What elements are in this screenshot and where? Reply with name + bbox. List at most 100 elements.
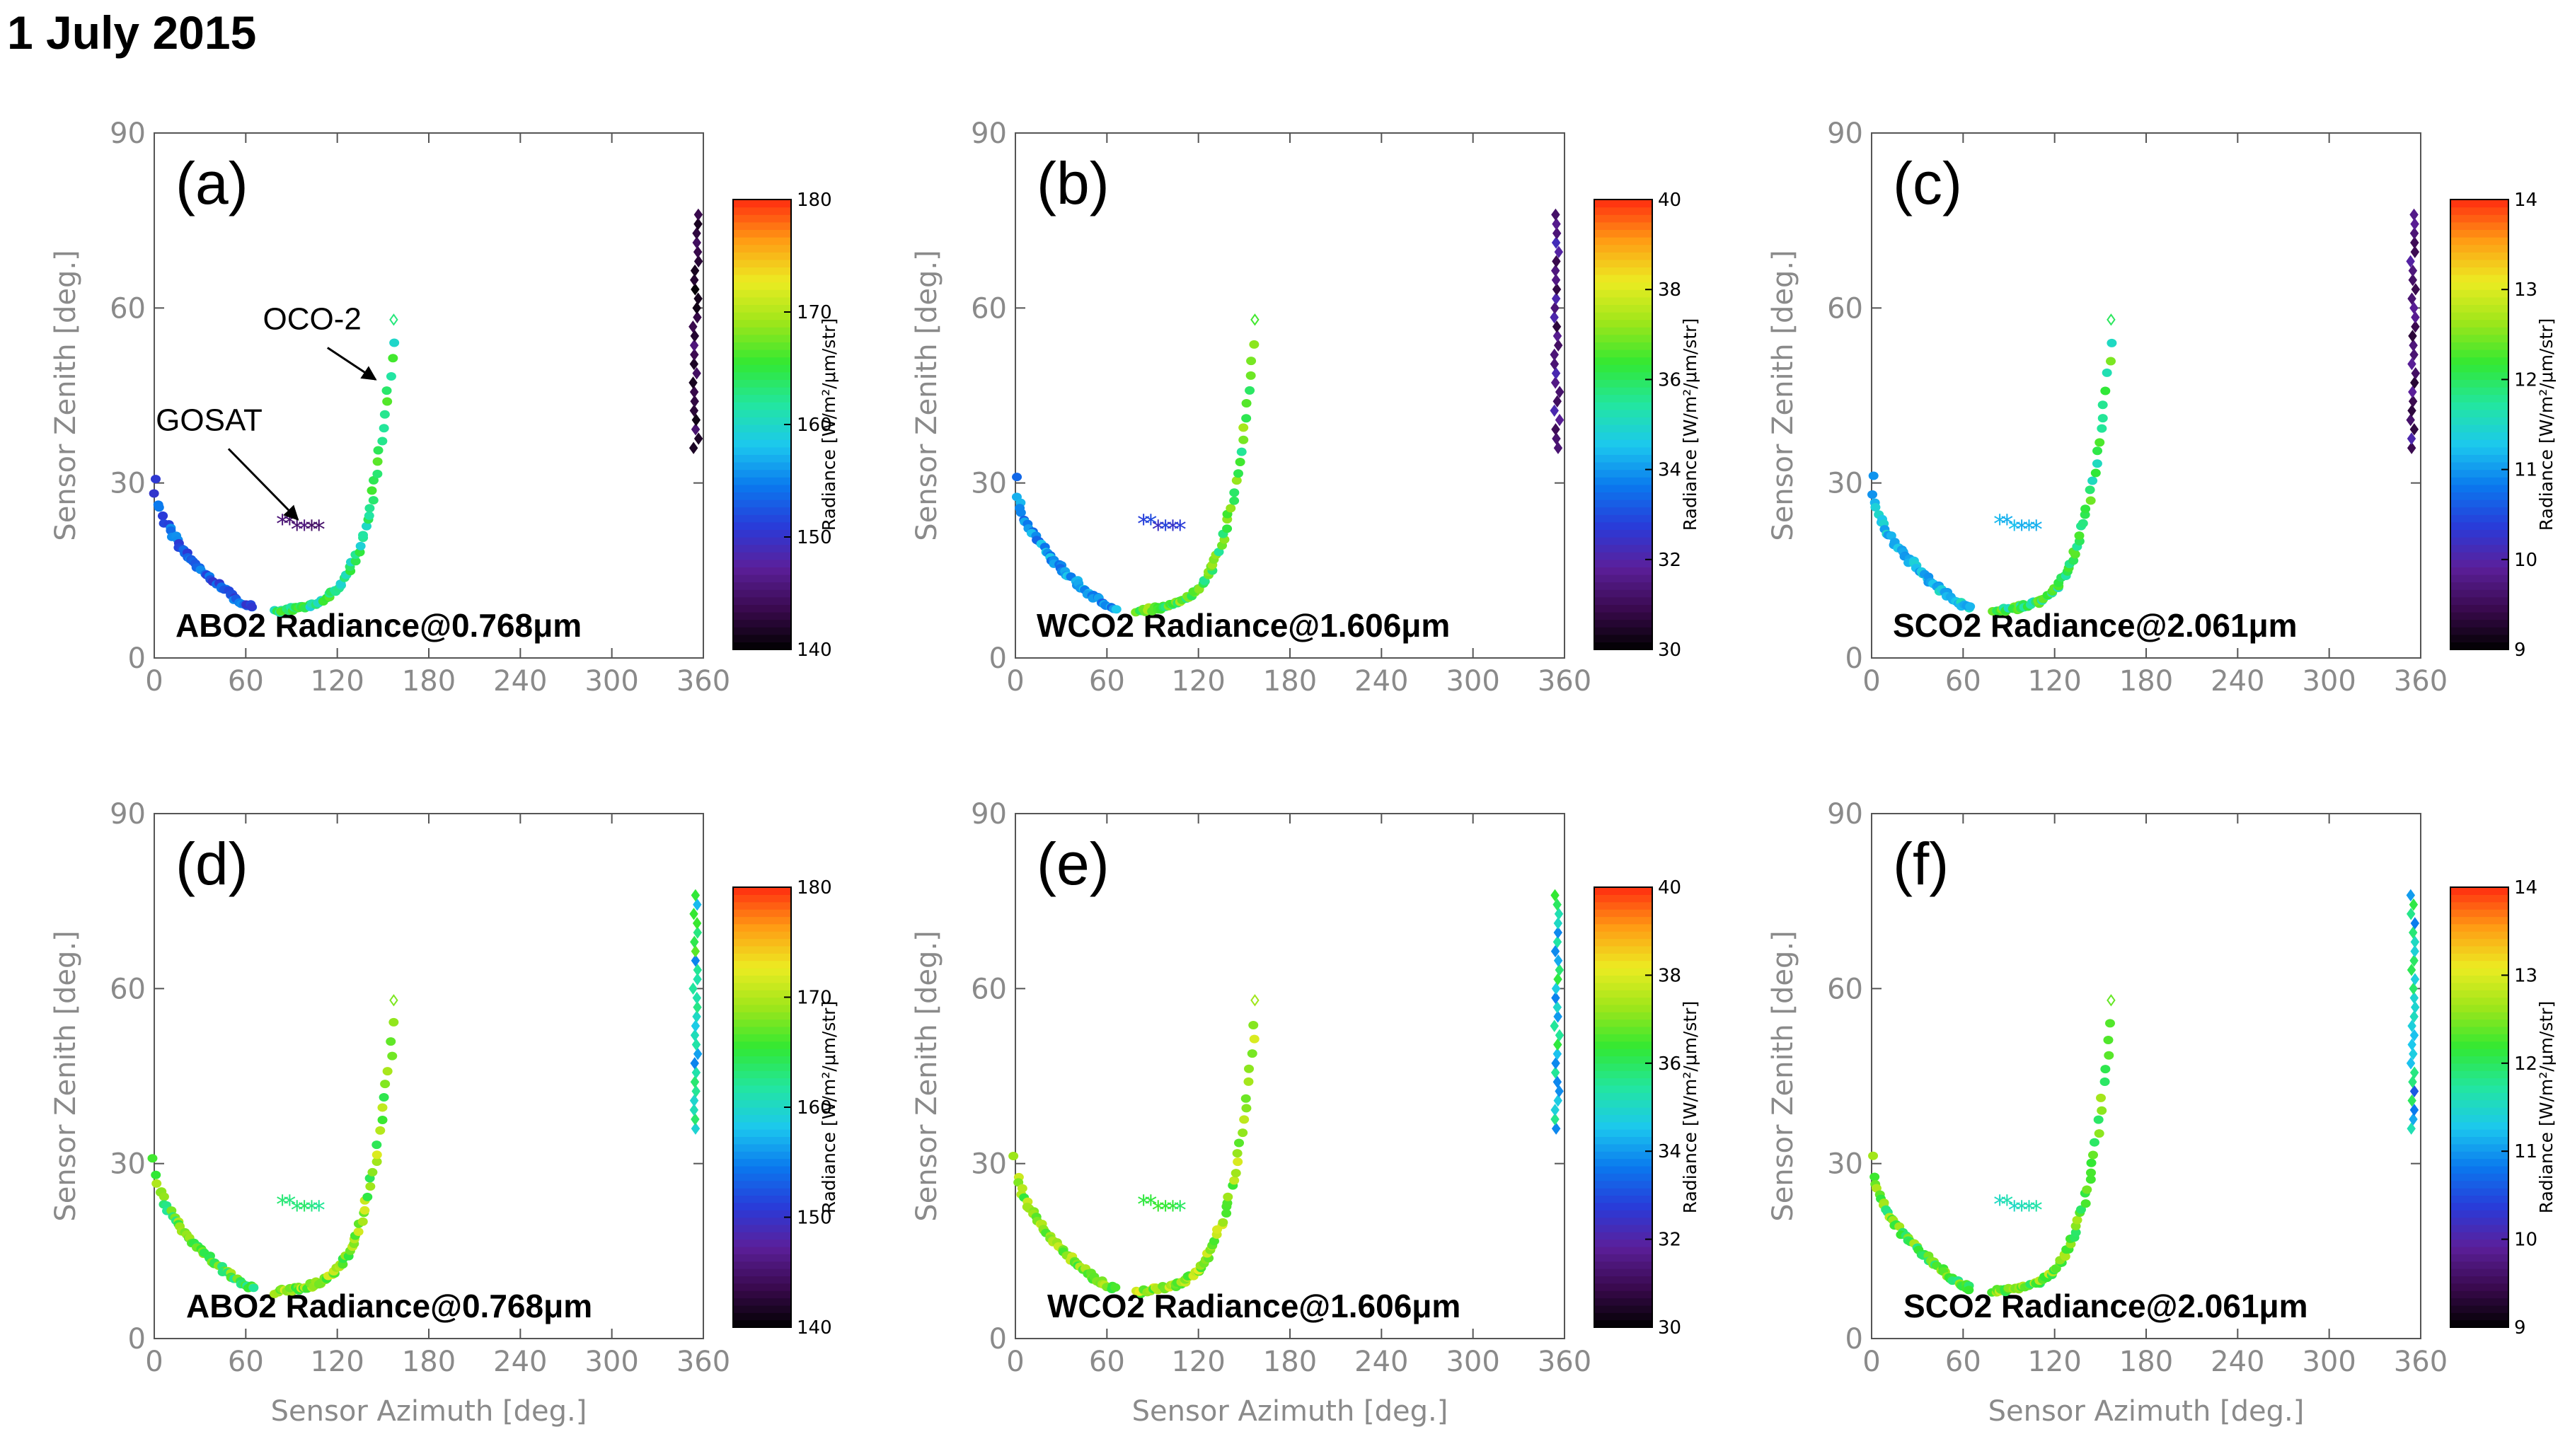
colorbar-band [2450,1114,2508,1123]
colorbar-band [1594,417,1652,425]
colorbar-band [1594,1129,1652,1138]
y-tick-label: 30 [110,468,146,500]
colorbar-band [1594,1107,1652,1115]
colorbar-tick-label: 180 [797,190,832,211]
colorbar-band [1594,1070,1652,1079]
colorbar-band [1594,1048,1652,1057]
colorbar-band [1594,1312,1652,1321]
oco2-point [2409,1066,2419,1079]
oco2-point [2409,1010,2419,1023]
colorbar-band [733,975,791,983]
colorbar-band [2450,589,2508,598]
oco2-point [2410,236,2419,249]
oco2-point [2099,1077,2110,1087]
oco2-point [2411,283,2421,296]
oco2-point [1553,917,1563,930]
colorbar-band [733,1239,791,1247]
colorbar-band [2450,402,2508,410]
oco2-point [692,227,701,240]
colorbar-band [1594,574,1652,583]
oco2-point [691,283,700,296]
oco2-point [2408,330,2417,342]
colorbar-frame [2450,199,2509,650]
oco2-point [1869,1172,1880,1181]
oco2-point [2411,320,2420,333]
colorbar-tick-label: 140 [797,1317,832,1339]
oco2-point [1550,301,1560,315]
colorbar-band [2450,1070,2508,1079]
colorbar-band [2450,552,2508,560]
colorbar-band [2450,1004,2508,1012]
oco2-point [689,386,699,398]
colorbar-band [2450,424,2508,433]
colorbar-band [1594,244,1652,253]
colorbar-band [1594,982,1652,990]
oco2-point [151,1179,162,1188]
oco2-point [2408,264,2418,277]
oco2-point [1238,423,1249,432]
oco2-point [379,410,390,419]
panel-c: 0 60 120 180 240 300 360 0 30 60 90 Sensor Zenith [… [1767,117,2557,717]
colorbar-band [1594,1056,1652,1064]
colorbar-band [733,207,791,215]
oco2-point [1223,1192,1233,1201]
oco2-point [2409,301,2419,315]
x-tick-label: 60 [228,1346,264,1378]
oco2-point [2410,973,2420,986]
gosat-point: * [1166,1196,1179,1225]
oco2-point [693,311,702,324]
colorbar-title: Radiance [W/m²/μm/str] [2536,1001,2557,1213]
oco2-point [1235,457,1245,466]
x-tick-label: 60 [1945,1346,1981,1378]
oco2-point [359,1206,370,1215]
colorbar-band [733,1217,791,1225]
oco2-point [2085,1175,2096,1184]
oco2-point [1550,1019,1559,1032]
colorbar-band [1594,901,1652,910]
oco2-point [2408,926,2418,939]
oco2-point [2409,1029,2419,1042]
colorbar-band [1594,521,1652,530]
colorbar-band [2450,1188,2508,1196]
gosat-point: * [313,516,325,545]
colorbar-band [1594,1188,1652,1196]
oco2-point [1241,1104,1252,1113]
oco2-point [1553,926,1563,939]
x-tick-label: 240 [1354,1346,1408,1378]
oco2-point [2409,208,2419,221]
oco2-point [379,1093,389,1102]
panel-letter: (a) [175,150,248,216]
oco2-point [2093,1115,2104,1124]
x-tick-label: 300 [2302,665,2356,698]
colorbar-band [1594,990,1652,998]
oco2-point [1248,1021,1259,1030]
colorbar-band [2450,312,2508,320]
panel-letter: (d) [175,831,248,897]
colorbar-band [2450,1151,2508,1160]
oco2-point [2094,438,2105,447]
gosat-point: * [291,1196,304,1225]
plot-frame [1871,813,2421,1339]
colorbar-band [733,521,791,530]
colorbar-band [2450,1210,2508,1218]
colorbar-band [2450,1305,2508,1313]
colorbar-band [2450,1158,2508,1167]
oco2-point [1553,973,1562,986]
oco2-point [690,1029,700,1042]
colorbar-band [1594,267,1652,275]
colorbar-band [2450,1136,2508,1145]
colorbar-band [2450,916,2508,925]
oco2-point [1229,496,1240,505]
colorbar-band [2450,627,2508,635]
colorbar-band [733,1077,791,1086]
gosat-point: * [1993,509,2006,538]
y-axis-title: Sensor Zenith [deg.] [50,930,82,1221]
oco2-point [1249,340,1260,349]
colorbar-band [733,1129,791,1138]
colorbar-band [2450,975,2508,983]
colorbar-band [2450,1195,2508,1203]
oco2-point [1246,357,1257,366]
colorbar-band [1594,1224,1652,1232]
series-oco-2-left-branch [1868,1151,1974,1295]
oco2-point [693,964,703,976]
